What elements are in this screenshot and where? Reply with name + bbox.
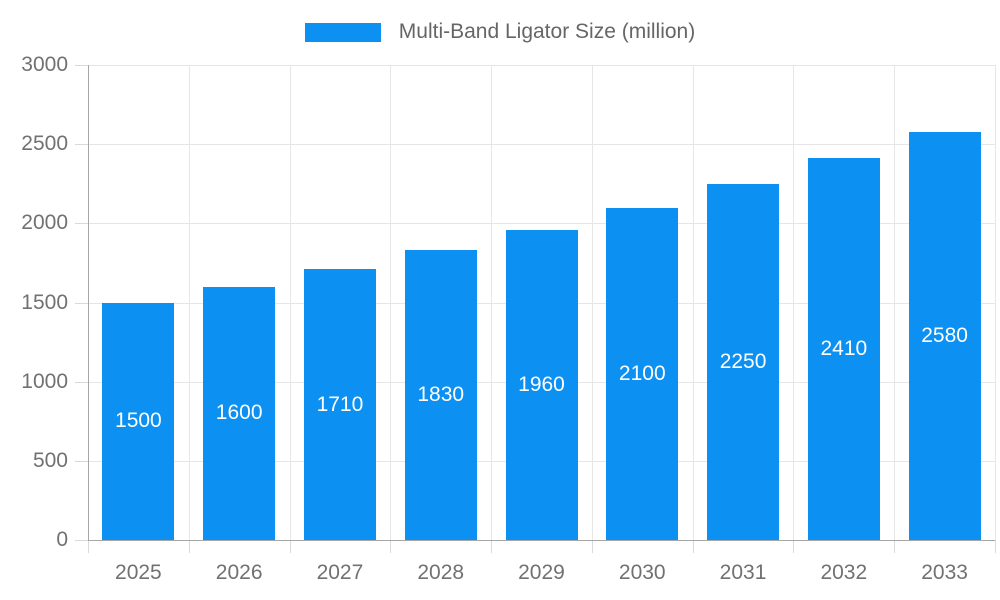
x-axis-label: 2033 [921,561,968,584]
y-axis-tick [75,223,88,225]
bar-value-label: 2580 [921,323,968,347]
bar[interactable]: 1830 [404,250,477,540]
x-axis-tick [491,540,493,553]
x-gridline [793,65,795,540]
bar-value-label: 1960 [518,372,565,396]
y-axis-label: 1500 [21,290,68,314]
x-gridline [188,65,190,540]
x-axis-label: 2032 [820,561,868,584]
x-gridline [995,65,996,540]
bar[interactable]: 2250 [707,183,780,540]
bar[interactable]: 2580 [908,131,981,540]
x-axis-tick [390,540,392,553]
bar-value-label: 1830 [417,383,465,407]
y-axis-label: 1000 [21,369,68,393]
x-axis-tick [995,540,996,553]
x-axis-tick [793,540,795,553]
x-gridline [390,65,392,540]
x-axis-label: 2031 [719,561,767,584]
x-axis-tick [88,540,89,553]
bar[interactable]: 1500 [102,302,175,540]
x-gridline [692,65,694,540]
x-axis-tick [591,540,593,553]
bar-value-label: 1500 [115,409,162,433]
x-axis-label: 2026 [215,561,263,584]
y-gridline [88,223,995,225]
y-axis-tick [75,144,88,146]
bar[interactable]: 1960 [505,229,578,540]
bar[interactable]: 2100 [606,207,679,540]
y-axis-label: 0 [56,528,68,551]
y-gridline [88,144,995,146]
x-axis-label: 2029 [518,561,565,584]
y-axis-tick [75,302,88,304]
y-axis-tick [75,540,88,541]
bar-value-label: 2250 [719,349,767,373]
y-axis-tick [75,381,88,383]
y-axis-label: 500 [32,448,68,472]
legend-label: Multi-Band Ligator Size (million) [398,20,696,43]
y-axis-tick [75,65,88,66]
x-axis-tick [289,540,291,553]
x-gridline [289,65,291,540]
legend[interactable]: Multi-Band Ligator Size (million) [0,16,1000,48]
bar-value-label: 2410 [820,337,868,361]
y-axis-label: 2000 [21,211,68,235]
x-axis-line [88,540,995,541]
x-axis-label: 2030 [618,561,666,584]
y-axis-line [88,65,89,540]
bar-value-label: 2100 [618,361,666,385]
legend-swatch-icon [304,22,381,42]
x-axis-tick [894,540,896,553]
y-axis-label: 3000 [21,53,68,76]
bar[interactable]: 2410 [807,158,880,540]
bar-value-label: 1710 [316,392,364,416]
x-gridline [894,65,896,540]
x-gridline [591,65,593,540]
x-axis-tick [188,540,190,553]
bar[interactable]: 1710 [303,269,376,540]
x-axis-label: 2027 [316,561,364,584]
bar-value-label: 1600 [215,401,263,425]
x-axis-tick [692,540,694,553]
y-axis-label: 2500 [21,132,68,156]
y-axis-tick [75,460,88,462]
y-gridline [88,65,995,66]
bar[interactable]: 1600 [203,286,276,540]
x-axis-label: 2025 [115,561,162,584]
x-gridline [491,65,493,540]
x-axis-label: 2028 [417,561,465,584]
